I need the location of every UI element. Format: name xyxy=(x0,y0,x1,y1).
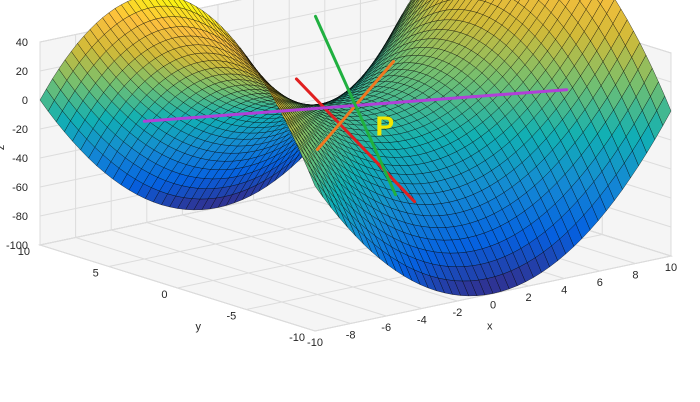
y-tick-label: 5 xyxy=(93,268,99,280)
tangent-lines xyxy=(142,14,569,204)
axis-tick-labels: -100-80-60-40-2002040-10-8-6-4-20246810-… xyxy=(6,37,677,349)
x-tick-label: -6 xyxy=(381,322,391,334)
y-axis-label: y xyxy=(196,321,202,333)
normal-line xyxy=(294,77,417,204)
x-tick-label: 4 xyxy=(561,285,567,297)
x-tick-label: 2 xyxy=(526,292,532,304)
z-tick-label: -60 xyxy=(12,182,28,194)
surface-face xyxy=(597,0,603,5)
z-axis-label: z xyxy=(0,145,7,151)
x-tick-label: -2 xyxy=(453,307,463,319)
x-tick-label: 6 xyxy=(597,277,603,289)
x-tick-label: 8 xyxy=(632,270,638,282)
z-tick-label: -20 xyxy=(12,124,28,136)
x-axis-label: x xyxy=(487,321,493,333)
y-tick-label: -10 xyxy=(289,332,305,344)
y-tick-label: -5 xyxy=(227,311,237,323)
y-tick-label: 0 xyxy=(161,289,167,301)
x-tick-label: -4 xyxy=(417,315,427,327)
surface-line-line xyxy=(313,14,398,197)
y-tick-label: 10 xyxy=(18,246,30,258)
z-tick-label: -100 xyxy=(6,240,28,252)
point-label-p: P xyxy=(376,111,395,142)
surface-mesh xyxy=(39,0,672,297)
x-tick-label: -10 xyxy=(307,337,323,349)
x-tick-label: 0 xyxy=(490,300,496,312)
x-tick-label: -8 xyxy=(346,330,356,342)
z-tick-label: -80 xyxy=(12,211,28,223)
z-tick-label: 40 xyxy=(16,37,28,49)
x-tick-label: 10 xyxy=(665,262,677,274)
z-tick-label: -40 xyxy=(12,153,28,165)
z-tick-label: 0 xyxy=(22,95,28,107)
surface-face xyxy=(308,171,324,198)
z-tick-label: 20 xyxy=(16,66,28,78)
